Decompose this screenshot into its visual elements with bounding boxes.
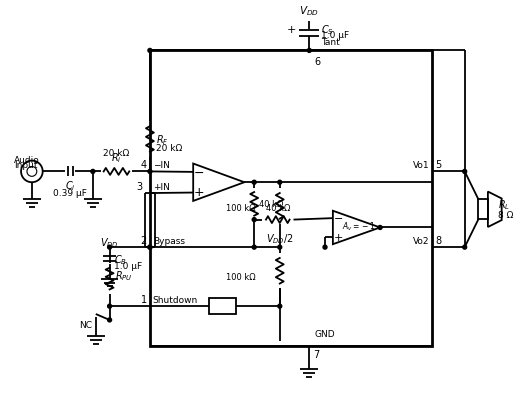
Text: GND: GND [314, 329, 335, 338]
Text: 40 kΩ: 40 kΩ [266, 203, 290, 212]
Text: $V_{DD}$: $V_{DD}$ [299, 4, 319, 18]
Circle shape [463, 170, 466, 174]
Text: Shutdown: Shutdown [153, 296, 198, 304]
Text: $R_{PU}$: $R_{PU}$ [116, 268, 133, 282]
Text: 4: 4 [141, 160, 147, 170]
Circle shape [463, 245, 466, 249]
Text: $C_i$: $C_i$ [65, 179, 76, 192]
Text: +: + [334, 232, 343, 242]
Circle shape [148, 49, 152, 53]
Text: 8 Ω: 8 Ω [498, 210, 514, 219]
Text: −: − [194, 167, 205, 180]
Text: 5: 5 [435, 160, 441, 170]
Text: NC: NC [79, 320, 92, 330]
Text: 20 kΩ: 20 kΩ [156, 144, 182, 153]
Bar [150, 51, 432, 346]
Text: +IN: +IN [153, 182, 170, 192]
Text: 100 kΩ: 100 kΩ [226, 204, 255, 213]
Text: Vo2: Vo2 [413, 237, 429, 245]
Text: $R_L$: $R_L$ [498, 198, 510, 212]
Text: 1.0 µF: 1.0 µF [321, 31, 349, 40]
Text: $R_i$: $R_i$ [111, 150, 122, 164]
Text: −IN: −IN [153, 161, 170, 170]
Text: 2: 2 [140, 236, 147, 245]
Text: $R_F$: $R_F$ [156, 133, 169, 146]
Text: 0.39 µF: 0.39 µF [54, 188, 87, 197]
Circle shape [252, 218, 256, 222]
Bar [479, 200, 488, 220]
Text: +: + [287, 25, 296, 34]
Text: $A_v = -1$: $A_v = -1$ [341, 220, 375, 232]
Circle shape [108, 318, 111, 322]
Bar [209, 299, 236, 314]
Text: Audio: Audio [14, 155, 40, 164]
Circle shape [108, 245, 111, 249]
Text: 1: 1 [141, 294, 147, 304]
Text: $V_{DD}$: $V_{DD}$ [100, 236, 119, 249]
Text: 3: 3 [136, 182, 142, 192]
Circle shape [278, 245, 282, 249]
Text: 7: 7 [313, 350, 320, 360]
Text: $C_B$: $C_B$ [114, 252, 128, 266]
Text: 8: 8 [435, 236, 441, 245]
Text: 40 kΩ: 40 kΩ [259, 200, 284, 209]
Circle shape [307, 49, 311, 53]
Text: $V_{DD}/2$: $V_{DD}/2$ [266, 232, 294, 245]
Circle shape [108, 304, 111, 308]
Text: 20 kΩ: 20 kΩ [103, 148, 130, 157]
Text: 100 kΩ: 100 kΩ [226, 272, 255, 282]
Text: −: − [334, 214, 343, 224]
Text: +: + [194, 186, 205, 198]
Text: 1.0 µF: 1.0 µF [114, 262, 143, 271]
Circle shape [252, 181, 256, 185]
Text: Input: Input [14, 161, 38, 170]
Circle shape [278, 304, 282, 308]
Circle shape [148, 245, 152, 249]
Text: Tant: Tant [321, 38, 340, 47]
Circle shape [91, 170, 95, 174]
Text: $C_S$: $C_S$ [321, 23, 334, 36]
Circle shape [378, 226, 382, 230]
Circle shape [323, 245, 327, 249]
Circle shape [148, 245, 152, 249]
Circle shape [278, 181, 282, 185]
Circle shape [148, 170, 152, 174]
Text: 6: 6 [314, 57, 320, 67]
Text: Bias: Bias [213, 302, 232, 311]
Circle shape [252, 245, 256, 249]
Text: Bypass: Bypass [153, 237, 185, 245]
Text: Vo1: Vo1 [413, 161, 429, 170]
